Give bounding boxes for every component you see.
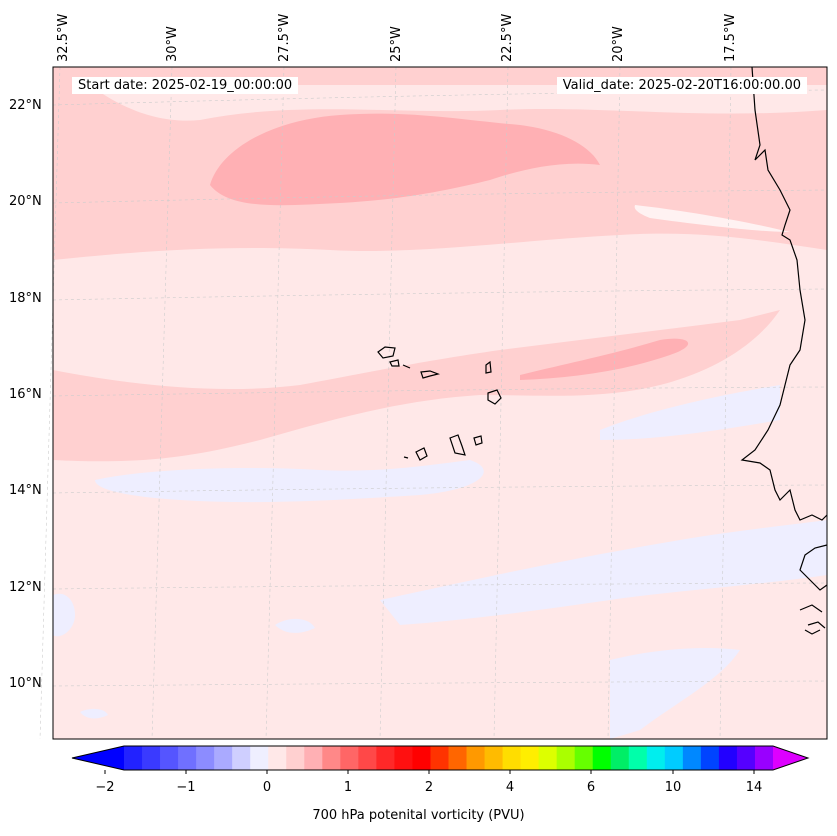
coastline-africa bbox=[740, 66, 828, 635]
colorbar-tick-label: 1 bbox=[343, 780, 353, 795]
lon-label-25w: 25°W bbox=[389, 26, 404, 62]
pv-low-patch-7 bbox=[80, 708, 108, 719]
colorbar bbox=[71, 745, 810, 774]
colorbar-segment bbox=[502, 746, 522, 770]
colorbar-segment bbox=[250, 746, 269, 770]
colorbar-segment bbox=[718, 746, 738, 770]
colorbar-segment bbox=[754, 746, 774, 770]
colorbar-segment bbox=[448, 746, 468, 770]
colorbar-segment bbox=[628, 746, 648, 770]
map-frame bbox=[52, 66, 828, 740]
colorbar-segment bbox=[358, 746, 377, 770]
colorbar-tick-label: 10 bbox=[664, 780, 682, 795]
colorbar-segment bbox=[484, 746, 504, 770]
colorbar-segment bbox=[592, 746, 612, 770]
colorbar-segment bbox=[646, 746, 666, 770]
lon-label-17-5w: 17.5°W bbox=[723, 13, 738, 62]
colorbar-under-arrow bbox=[72, 746, 124, 770]
pv-low-patch-6 bbox=[275, 618, 315, 633]
lat-label-12n: 12°N bbox=[9, 580, 42, 595]
lat-label-18n: 18°N bbox=[9, 291, 42, 306]
colorbar-segment bbox=[736, 746, 756, 770]
colorbar-segment bbox=[160, 746, 179, 770]
lon-label-30w: 30°W bbox=[165, 26, 180, 62]
colorbar-segment bbox=[574, 746, 594, 770]
colorbar-segment bbox=[556, 746, 576, 770]
lat-label-22n: 22°N bbox=[9, 98, 42, 113]
colorbar-segment bbox=[322, 746, 341, 770]
colorbar-label: 700 hPa potenital vorticity (PVU) bbox=[312, 808, 525, 823]
colorbar-segment bbox=[214, 746, 233, 770]
colorbar-segment bbox=[394, 746, 413, 770]
colorbar-segment bbox=[430, 746, 449, 770]
colorbar-tick-label: 0 bbox=[262, 780, 272, 795]
colorbar-segment bbox=[268, 746, 287, 770]
colorbar-segment bbox=[376, 746, 395, 770]
colorbar-segment bbox=[304, 746, 323, 770]
colorbar-segment bbox=[412, 746, 431, 770]
colorbar-segment bbox=[520, 746, 540, 770]
colorbar-segment bbox=[466, 746, 486, 770]
colorbar-segment bbox=[178, 746, 197, 770]
colorbar-over-arrow bbox=[773, 746, 808, 770]
lon-label-20w: 20°W bbox=[611, 26, 626, 62]
colorbar-segment bbox=[286, 746, 305, 770]
colorbar-tick-label: −2 bbox=[95, 780, 115, 795]
colorbar-segment bbox=[196, 746, 215, 770]
graticule bbox=[39, 66, 828, 740]
pv-low-patch-3 bbox=[380, 520, 827, 625]
cape-verde-islands bbox=[377, 346, 502, 461]
lon-label-22-5w: 22.5°W bbox=[500, 13, 515, 62]
colorbar-segment bbox=[700, 746, 720, 770]
colorbar-segment bbox=[682, 746, 702, 770]
colorbar-outline bbox=[71, 745, 810, 771]
colorbar-segment bbox=[232, 746, 251, 770]
lat-label-14n: 14°N bbox=[9, 483, 42, 498]
pv-band-middle-core bbox=[520, 338, 689, 380]
colorbar-tick-label: 2 bbox=[424, 780, 434, 795]
colorbar-segment bbox=[340, 746, 359, 770]
lat-label-10n: 10°N bbox=[9, 676, 42, 691]
valid-date-label: Valid_date: 2025-02-20T16:00:00.00 bbox=[556, 77, 807, 94]
pv-band-middle bbox=[53, 310, 780, 462]
pv-blob-medium bbox=[210, 113, 600, 206]
pv-low-patch-2 bbox=[600, 385, 780, 440]
colorbar-tick-label: 6 bbox=[586, 780, 596, 795]
colorbar-tick-label: −1 bbox=[176, 780, 196, 795]
colorbar-segment bbox=[538, 746, 558, 770]
colorbar-segment bbox=[124, 746, 143, 770]
pv-low-patch-4 bbox=[610, 648, 740, 739]
lat-label-20n: 20°N bbox=[9, 194, 42, 209]
colorbar-segment bbox=[664, 746, 684, 770]
colorbar-segment bbox=[610, 746, 630, 770]
colorbar-tick-label: 14 bbox=[745, 780, 763, 795]
lat-label-16n: 16°N bbox=[9, 387, 42, 402]
colorbar-tick-label: 4 bbox=[505, 780, 515, 795]
lon-label-32-5w: 32.5°W bbox=[56, 13, 71, 62]
start-date-label: Start date: 2025-02-19_00:00:00 bbox=[72, 77, 299, 94]
pv-low-patch-5 bbox=[53, 593, 75, 637]
pv-streak-light bbox=[634, 205, 790, 232]
map-panel bbox=[39, 66, 828, 740]
lon-label-27-5w: 27.5°W bbox=[277, 13, 292, 62]
colorbar-segment bbox=[142, 746, 161, 770]
